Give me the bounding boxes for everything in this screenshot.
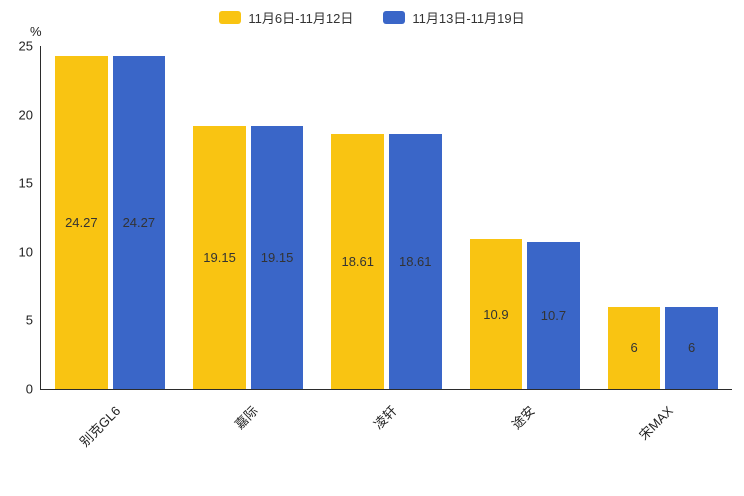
bar-series-0: 6 [607,306,661,389]
y-tick-label: 10 [18,244,33,260]
bar-series-0: 10.9 [469,239,523,389]
bar-series-1: 19.15 [250,126,304,389]
bar-series-0: 18.61 [331,133,384,389]
x-category-label: 凌轩 [370,403,400,433]
bar-series-1: 24.27 [112,56,166,389]
bar-value-label: 24.27 [65,215,98,230]
x-category-label: 途安 [508,403,538,433]
legend-label: 11月6日-11月12日 [248,11,354,26]
plot-area: 0 5 10 15 20 25 24.27 24.27 别克GL6 19.15 19.15 嘉际 18… [19,39,732,449]
bar-series-0: 19.15 [193,126,246,389]
bar-series-1: 6 [665,306,718,389]
bar-series-0: 24.27 [55,56,108,389]
bar-series-1: 18.61 [389,133,442,389]
bar-value-label: 10.7 [540,308,567,324]
x-category-label: 别克GL6 [76,403,123,450]
legend-label: 11月13日-11月19日 [412,11,525,26]
y-axis-unit-label: % [30,24,42,39]
bar-group: 19.15 19.15 嘉际 [179,46,317,432]
bar-group: 18.61 18.61 凌轩 [317,46,455,432]
bar-value-label: 6 [630,340,638,356]
bar-value-label: 19.15 [203,250,236,266]
bar-value-label: 10.9 [483,306,509,322]
bar-series-1: 10.7 [527,242,580,389]
y-tick-label: 0 [25,381,33,397]
bar-groups: 24.27 24.27 别克GL6 19.15 19.15 嘉际 18.61 18.61 凌轩 1… [41,46,732,449]
bar-value-label: 18.61 [341,253,375,269]
bar-value-label: 18.61 [398,253,432,269]
legend-swatch-icon [219,11,242,24]
legend-item-0[interactable]: 11月6日-11月12日 [219,8,353,27]
bar-value-label: 6 [688,340,696,356]
bar-group: 6 6 宋MAX [594,46,732,443]
y-tick-label: 5 [25,312,33,328]
y-tick-label: 15 [18,175,33,191]
legend-swatch-icon [383,11,406,24]
x-category-label: 嘉际 [232,403,262,433]
y-tick-label: 25 [18,38,33,54]
y-tick-label: 20 [18,107,33,123]
x-category-label: 宋MAX [635,403,676,443]
legend-item-1[interactable]: 11月13日-11月19日 [383,8,525,27]
bar-value-label: 19.15 [260,250,294,266]
bar-group: 24.27 24.27 别克GL6 [41,46,179,449]
legend: 11月6日-11月12日 11月13日-11月19日 [0,8,744,27]
bar-value-label: 24.27 [122,215,156,230]
bar-group: 10.9 10.7 途安 [456,46,594,432]
